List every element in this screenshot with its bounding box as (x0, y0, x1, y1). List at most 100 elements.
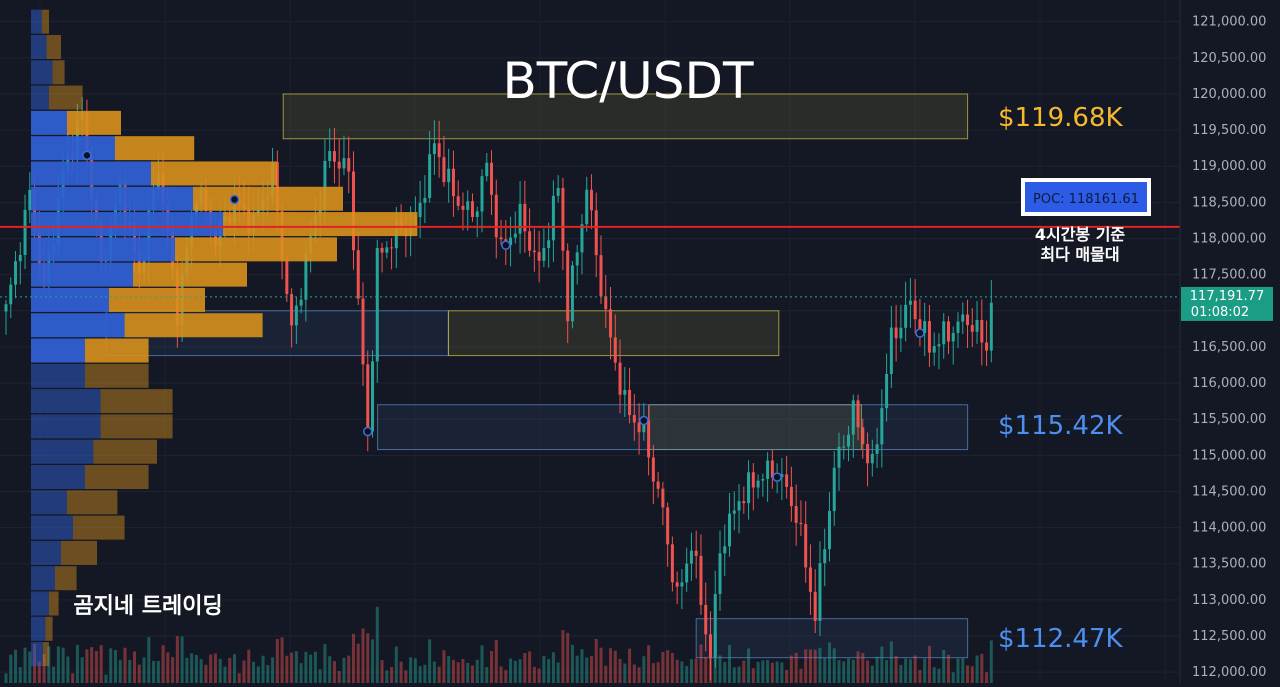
poc-badge-fill (1025, 182, 1147, 212)
candle-body (451, 168, 455, 197)
candle-body (447, 168, 451, 183)
candle-body (894, 327, 898, 339)
candle-body (366, 364, 370, 432)
volume-bar (937, 668, 941, 683)
volume-bar (813, 649, 817, 683)
volume-bar (428, 639, 432, 683)
candle-body (418, 202, 422, 217)
candle-body (390, 247, 394, 249)
profile-sell-bar (67, 490, 118, 515)
candle-body (937, 344, 941, 347)
volume-bar (499, 666, 503, 683)
poc-badge[interactable]: POC: 118161.61 (1021, 178, 1151, 216)
candle-body (532, 250, 536, 253)
candle-body (561, 188, 565, 251)
candle-body (470, 201, 474, 217)
profile-sell-bar (45, 616, 53, 641)
candle-body (456, 196, 460, 206)
volume-bar (361, 628, 365, 683)
candle-body (347, 158, 351, 172)
poc-note-line2: 최다 매물대 (1040, 245, 1119, 264)
profile-buy-bar (31, 616, 46, 641)
volume-bar (52, 666, 56, 683)
volume-bar (133, 651, 137, 683)
volume-bar (942, 650, 946, 683)
volume-bar (842, 661, 846, 683)
volume-bar (142, 657, 146, 683)
candle-body (847, 434, 851, 447)
candle-body (547, 240, 551, 249)
candle-body (770, 460, 774, 478)
candle-body (723, 546, 727, 554)
candle-body (337, 161, 341, 169)
volume-bar (856, 651, 860, 683)
profile-sell-bar (61, 540, 97, 565)
volume-bar (432, 661, 436, 683)
candle-body (904, 304, 908, 328)
candle-body (842, 446, 846, 448)
profile-buy-bar (31, 262, 133, 287)
volume-bar (356, 643, 360, 683)
volume-bar (337, 670, 341, 683)
candle-body (980, 320, 984, 343)
volume-bar (237, 673, 241, 683)
volume-bar (161, 645, 165, 683)
candle-body (328, 151, 332, 161)
candle-body (461, 205, 465, 210)
volume-bar (42, 654, 46, 683)
volume-bar (799, 668, 803, 683)
volume-bar (642, 656, 646, 683)
volume-bar (85, 649, 89, 683)
volume-bar (480, 645, 484, 683)
profile-buy-bar (31, 490, 67, 515)
volume-bar (894, 656, 898, 683)
volume-bar (9, 654, 13, 683)
demand-zone (695, 618, 969, 659)
volume-bar (328, 656, 332, 683)
volume-bar (851, 659, 855, 683)
volume-bar (128, 659, 132, 683)
candle-body (632, 415, 636, 423)
volume-bar (528, 651, 532, 683)
volume-bar (409, 657, 413, 683)
volume-bar (318, 669, 322, 683)
profile-sell-bar (124, 313, 263, 338)
candle-body (485, 162, 489, 177)
candle-body (28, 189, 32, 210)
profile-sell-bar (49, 85, 83, 110)
volume-bar (166, 652, 170, 683)
volume-bar (699, 644, 703, 683)
volume-bar (775, 661, 779, 683)
volume-bar (109, 648, 113, 683)
volume-bar (666, 650, 670, 683)
volume-bar (761, 660, 765, 683)
profile-sell-bar (49, 591, 59, 616)
volume-bar (675, 659, 679, 683)
volume-bar (194, 654, 198, 683)
volume-bar (889, 641, 893, 683)
volume-bar (723, 661, 727, 683)
profile-sell-bar (52, 60, 65, 85)
watermark-text: 곰지네 트레이딩 (73, 594, 222, 619)
candle-body (294, 305, 298, 326)
candle-body (380, 247, 384, 253)
candle-body (761, 478, 765, 481)
candle-body (713, 594, 717, 658)
volume-bar (152, 660, 156, 683)
volume-bar (847, 658, 851, 683)
volume-bar (185, 657, 189, 683)
profile-buy-bar (31, 161, 151, 186)
candle-body (870, 453, 874, 464)
pivot-markers (82, 150, 925, 482)
candle-body (923, 321, 927, 334)
candle-body (137, 250, 141, 274)
volume-bar (875, 656, 879, 683)
candle-body (304, 253, 308, 300)
candle-body (680, 582, 684, 587)
candle-body (528, 231, 532, 251)
volume-bar (580, 649, 584, 683)
candle-body (732, 510, 736, 514)
candle-body (589, 189, 593, 211)
